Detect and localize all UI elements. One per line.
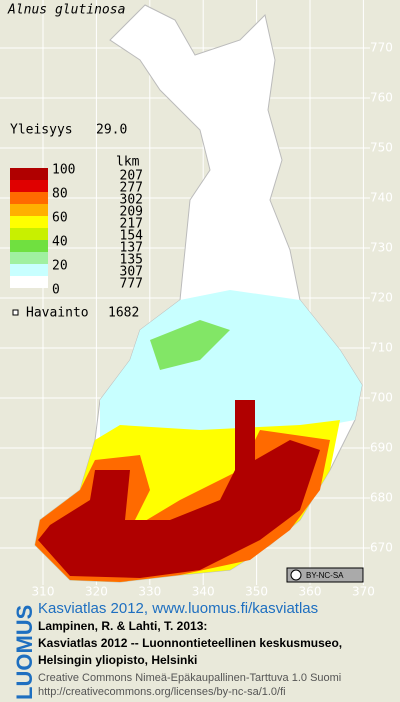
frequency-value: 29.0 — [96, 123, 127, 138]
citation-line: Kasviatlas 2012 -- Luonnontieteellinen k… — [38, 636, 342, 650]
y-grid-label: 670 — [370, 541, 393, 555]
y-grid-label: 770 — [370, 41, 393, 55]
observation-count: 1682 — [108, 306, 139, 321]
y-grid-label: 680 — [370, 491, 393, 505]
zone-top — [38, 400, 320, 578]
x-grid-label: 370 — [352, 585, 375, 599]
y-grid-label: 690 — [370, 441, 393, 455]
legend-count: 154 — [120, 229, 144, 244]
species-title: Alnus glutinosa — [7, 3, 125, 18]
legend-swatch — [10, 276, 48, 288]
legend-count: 302 — [120, 193, 143, 208]
y-grid-label: 750 — [370, 141, 393, 155]
license-line: http://creativecommons.org/licenses/by-n… — [38, 686, 286, 698]
x-grid-label: 350 — [245, 585, 268, 599]
legend-level: 0 — [52, 283, 60, 298]
legend-swatch — [10, 216, 48, 228]
count-header: lkm — [116, 155, 140, 170]
citation-line: Helsingin yliopisto, Helsinki — [38, 653, 197, 667]
y-grid-label: 710 — [370, 341, 393, 355]
brand: LUOMUS — [12, 605, 37, 700]
y-grid-label: 730 — [370, 241, 393, 255]
license-line: Creative Commons Nimeä-Epäkaupallinen-Ta… — [38, 672, 341, 684]
badge-box — [286, 567, 364, 583]
citation-line: Lampinen, R. & Lahti, T. 2013: — [38, 619, 207, 633]
observation-label: Havainto — [26, 306, 89, 321]
badge-text: BY-NC-SA — [306, 571, 344, 580]
legend: 100 80 60 40 20 0 2072773022092171541371353077… — [10, 163, 143, 298]
legend-level: 20 — [52, 259, 68, 274]
legend-level: 100 — [52, 163, 75, 178]
legend-count: 307 — [120, 265, 143, 280]
legend-swatch — [10, 192, 48, 204]
legend-swatch — [10, 240, 48, 252]
legend-swatch — [10, 168, 48, 180]
citation: Lampinen, R. & Lahti, T. 2013: Kasviatlas… — [38, 619, 342, 667]
y-grid-label: 720 — [370, 291, 393, 305]
observation-marker — [12, 309, 19, 316]
atlas-link[interactable]: Kasviatlas 2012, www.luomus.fi/kasviatla… — [38, 600, 318, 617]
zone-green — [150, 320, 230, 370]
x-grid-label: 310 — [32, 585, 55, 599]
zone-low — [100, 290, 362, 440]
legend-level: 80 — [52, 187, 68, 202]
legend-swatch — [10, 252, 48, 264]
legend-count: 135 — [120, 253, 143, 268]
legend-swatch — [10, 228, 48, 240]
x-grid-label: 340 — [192, 585, 215, 599]
frequency-label: Yleisyys — [10, 123, 73, 138]
x-grid-label: 320 — [85, 585, 108, 599]
map — [34, 4, 363, 583]
y-grid-label: 760 — [370, 91, 393, 105]
legend-level: 60 — [52, 211, 68, 226]
legend-swatch — [10, 264, 48, 276]
legend-swatch — [10, 204, 48, 216]
y-grid-label: 740 — [370, 191, 393, 205]
license-badge: BY-NC-SA — [286, 567, 364, 583]
legend-count: 209 — [120, 205, 143, 220]
x-grid-label: 330 — [138, 585, 161, 599]
legend-level: 40 — [52, 235, 68, 250]
legend-swatch — [10, 180, 48, 192]
license: Creative Commons Nimeä-Epäkaupallinen-Ta… — [38, 672, 341, 698]
legend-count: 207 — [120, 169, 143, 184]
x-grid-label: 360 — [299, 585, 322, 599]
legend-count: 137 — [120, 241, 143, 256]
legend-count: 777 — [120, 277, 143, 292]
legend-count: 277 — [120, 181, 143, 196]
y-grid-label: 700 — [370, 391, 393, 405]
badge-icon — [290, 569, 302, 581]
legend-count: 217 — [120, 217, 143, 232]
